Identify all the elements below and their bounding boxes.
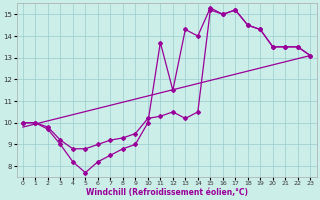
X-axis label: Windchill (Refroidissement éolien,°C): Windchill (Refroidissement éolien,°C) xyxy=(85,188,248,197)
